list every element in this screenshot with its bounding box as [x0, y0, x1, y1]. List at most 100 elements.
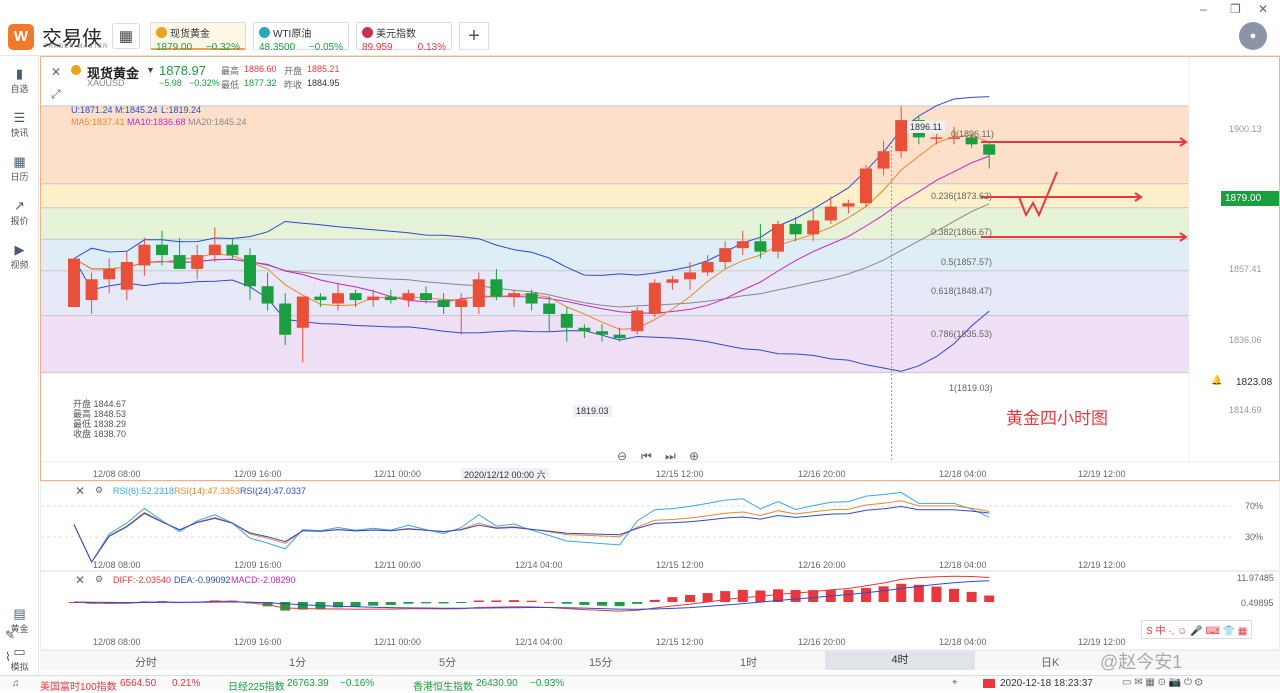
timeframe-bar: 分时 1分 5分 15分 1时 4时 日K @赵今安1	[40, 650, 1280, 672]
close-chart-icon[interactable]: ✕	[51, 65, 62, 79]
fib-zone	[41, 315, 1189, 373]
tf-5m[interactable]: 5分	[439, 657, 457, 669]
ticker-name[interactable]: 美国富时100指数	[40, 682, 117, 693]
sidebar-item-quotes[interactable]: ↗ 报价	[0, 198, 39, 227]
close-icon[interactable]: ✕	[1258, 2, 1269, 16]
prev-close-value: 1884.95	[307, 78, 340, 88]
user-avatar[interactable]: ●	[1239, 22, 1267, 50]
macd-bar	[773, 589, 783, 602]
time-axis-label: 12/18 04:00	[939, 469, 987, 479]
sidebar-item-gold[interactable]: ▤ 黄金	[0, 606, 39, 635]
macd-axis-top: 11.97485	[1237, 573, 1274, 583]
watermark-text: @赵今安1	[1100, 652, 1183, 672]
macd-bar	[561, 602, 572, 604]
time-axis-label: 12/09 16:00	[234, 469, 282, 479]
candle	[332, 293, 344, 304]
fib-level: 0(1896.11)	[951, 129, 994, 139]
time-axis-label: 12/15 12:00	[656, 637, 704, 647]
macd-bar	[632, 602, 643, 604]
boll-lower: L:1819.24	[161, 105, 202, 115]
grid-menu-button[interactable]: ▦	[112, 23, 140, 49]
restore-icon[interactable]: ❐	[1230, 2, 1241, 16]
tf-15m[interactable]: 15分	[589, 657, 613, 669]
close-icon[interactable]: ✕	[75, 484, 86, 498]
macd-bar	[368, 602, 379, 606]
current-price-tag: 1879.00	[1221, 191, 1279, 206]
bookmark-icon: ▮	[15, 66, 24, 81]
boll-lower-line	[73, 258, 990, 372]
settings-icon[interactable]: ⚙	[95, 574, 104, 584]
macd-pane[interactable]: ✕ ⚙ DIFF:-2.03540 DEA:-0.99092 MACD:-2.0…	[40, 571, 1280, 650]
cursor-icon[interactable]: ⌖	[952, 677, 958, 688]
sidebar-item-watchlist[interactable]: ▮ 自选	[0, 66, 39, 95]
candle	[930, 137, 943, 139]
ticker-name[interactable]: 香港恒生指数	[413, 682, 473, 693]
zoom-in-icon[interactable]: ⊕	[689, 449, 700, 463]
chart-tool-icon[interactable]: ⌇	[5, 650, 11, 664]
sidebar-item-news[interactable]: ☰ 快讯	[0, 110, 39, 139]
cn-flag-icon	[983, 679, 995, 688]
settings-icon[interactable]: ⚙	[95, 485, 104, 495]
price-axis-label: 1836.06	[1229, 335, 1262, 345]
price-change: −5.98	[159, 78, 182, 88]
time-axis-label: 12/08 08:00	[93, 560, 141, 570]
step-forward-icon[interactable]: ⏭	[665, 449, 676, 463]
chevron-down-icon[interactable]: ▼	[146, 65, 155, 75]
tf-day[interactable]: 日K	[1041, 657, 1060, 669]
minimize-icon[interactable]: –	[1200, 2, 1207, 16]
macd-chart[interactable]	[41, 572, 1280, 650]
macd-dea-line	[73, 580, 990, 610]
time-axis-label: 12/11 00:00	[374, 560, 421, 570]
bell-icon[interactable]: 🔔	[1211, 375, 1223, 385]
tray-icons[interactable]: ▭ ✉ ▦ ⊙ 📷 ⏻ ⚙	[1122, 677, 1203, 688]
expand-icon[interactable]: ⤢	[51, 87, 61, 101]
candle	[349, 293, 362, 301]
candlestick-chart[interactable]	[41, 57, 1280, 481]
sidebar-item-calendar[interactable]: ▦ 日历	[0, 154, 39, 183]
arrow-head	[1134, 192, 1143, 202]
time-axis-label: 12/18 04:00	[939, 637, 987, 647]
zoom-out-icon[interactable]: ⊖	[617, 449, 628, 463]
sidebar-item-simulate[interactable]: ▭ 模拟	[0, 644, 39, 673]
tf-1h[interactable]: 1时	[740, 657, 758, 669]
ticker-name[interactable]: 日经225指数	[228, 682, 285, 693]
app-logo: W	[8, 24, 34, 50]
candle	[525, 293, 538, 304]
quote-tab-usd-index[interactable]: 美元指数 89.959 0.13%	[356, 22, 452, 53]
candle	[807, 220, 820, 235]
macd-bar	[262, 602, 273, 607]
main-chart[interactable]: ✕ ⤢ 现货黄金 ▼ XAUUSD 1878.97 −5.98 −0.32% 最…	[40, 56, 1280, 481]
step-back-icon[interactable]: ⏮	[641, 449, 652, 463]
tf-4h-active[interactable]: 4时	[825, 651, 975, 670]
quote-tab-oil[interactable]: WTI原油 48.3500 −0.05%	[253, 22, 349, 53]
candle	[156, 244, 168, 256]
rsi14-label: RSI(14):47.3353	[174, 486, 241, 496]
fib-level: 1(1819.03)	[949, 383, 993, 393]
open-value: 1885.21	[307, 64, 340, 74]
candle	[244, 255, 256, 287]
macd-bar	[808, 590, 819, 602]
macd-bar	[913, 584, 924, 602]
tf-1m[interactable]: 1分	[289, 657, 307, 669]
macd-bar	[878, 586, 889, 602]
low-label: 最低	[221, 80, 240, 90]
tf-tick[interactable]: 分时	[135, 657, 157, 669]
add-tab-button[interactable]: +	[459, 22, 489, 50]
rsi-line	[73, 500, 990, 564]
quote-tab-gold[interactable]: 现货黄金 1879.00 −0.32%	[150, 22, 246, 53]
ticker-price: 26430.90	[476, 678, 518, 689]
input-method-toolbar[interactable]: S 中 ·, ☺ 🎤 ⌨ 👕 ▦	[1141, 620, 1253, 639]
symbol-name[interactable]: 现货黄金	[87, 66, 140, 81]
macd-bar	[720, 591, 731, 602]
fib-level: 0.786(1835.53)	[931, 329, 993, 339]
headset-icon[interactable]: ♫	[12, 678, 20, 689]
macd-bar	[667, 597, 678, 602]
candle	[472, 279, 485, 307]
rsi-pane[interactable]: ✕ ⚙ RSI(6):52.2318 RSI(14):47.3353 RSI(2…	[40, 481, 1280, 571]
sidebar-item-video[interactable]: ▶ 视频	[0, 242, 39, 271]
close-icon[interactable]: ✕	[75, 573, 86, 587]
pencil-icon[interactable]: ✎	[5, 628, 16, 642]
macd-bar	[491, 600, 502, 602]
rsi-chart[interactable]	[41, 482, 1280, 571]
low-value: 1877.32	[244, 78, 277, 88]
